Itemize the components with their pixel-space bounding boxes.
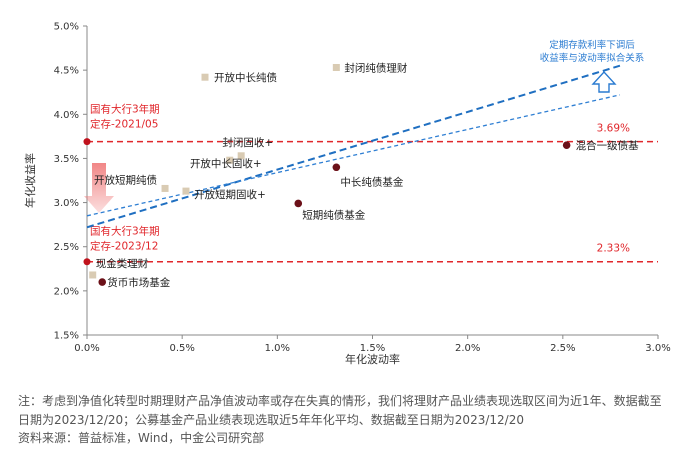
point-marker xyxy=(161,184,169,192)
point-label: 封闭纯债理财 xyxy=(344,61,407,74)
trendline-2 xyxy=(86,94,621,217)
reference-note: 定存-2021/05 xyxy=(90,118,158,131)
reference-point-2 xyxy=(83,258,91,266)
point-label: 货币市场基金 xyxy=(107,276,170,289)
y-tick-label: 3.0% xyxy=(54,198,79,209)
scatter-chart: 1.5% 2.0% 2.5% 3.0% 3.5% 4.0% 4.5% 5.0% 0.0% 0.5%… xyxy=(23,22,671,367)
reference-note: 定存-2023/12 xyxy=(90,240,158,253)
point-marker xyxy=(89,271,97,279)
chart-footer: 注：考虑到净值化转型时期理财产品净值波动率或存在失真的情形，我们将理财产品业绩表… xyxy=(18,392,688,448)
point-label: 混合一级债基 xyxy=(576,139,639,152)
x-tick-label: 1.5% xyxy=(360,343,385,354)
trendline-1 xyxy=(86,64,621,229)
y-tick-label: 2.5% xyxy=(54,242,79,253)
reference-note: 国有大行3年期 xyxy=(90,103,160,116)
x-tick-label: 2.5% xyxy=(550,343,575,354)
point-marker xyxy=(332,63,340,71)
x-tick-label: 0.5% xyxy=(169,343,194,354)
footer-source: 资料来源：普益标准，Wind，中金公司研究部 xyxy=(18,431,265,445)
reference-point-1 xyxy=(83,138,91,146)
point-marker xyxy=(182,187,190,195)
point-marker xyxy=(226,156,234,164)
point-label: 中长纯债基金 xyxy=(340,175,403,188)
x-tick-label: 2.0% xyxy=(455,343,480,354)
reference-value-label: 3.69% xyxy=(597,123,630,135)
trend-annotation: 定期存款利率下调后 xyxy=(549,39,635,51)
y-tick-label: 4.0% xyxy=(54,110,79,121)
point-label: 开放中长固收+ xyxy=(190,157,262,170)
point-marker xyxy=(98,278,107,286)
reference-note: 国有大行3年期 xyxy=(90,225,160,238)
y-tick-label: 1.5% xyxy=(54,331,79,342)
y-tick-label: 5.0% xyxy=(54,22,79,33)
up-arrow-icon xyxy=(591,70,617,93)
point-label: 现金类理财 xyxy=(96,257,148,270)
x-axis-label: 年化波动率 xyxy=(345,352,400,366)
x-tick-label: 0.0% xyxy=(74,343,99,354)
x-tick-label: 3.0% xyxy=(645,343,670,354)
point-marker xyxy=(562,141,571,149)
chart-area: 1.5% 2.0% 2.5% 3.0% 3.5% 4.0% 4.5% 5.0% 0.0% 0.5%… xyxy=(23,22,671,367)
y-axis-label: 年化收益率 xyxy=(23,153,37,208)
point-marker xyxy=(201,73,209,81)
point-marker xyxy=(237,152,245,160)
point-label: 封闭固收+ xyxy=(222,136,273,149)
down-arrow-icon xyxy=(84,163,114,213)
point-label: 开放中长纯债 xyxy=(214,71,277,84)
trend-annotation: 收益率与波动率拟合关系 xyxy=(540,52,645,64)
footer-note-line1: 注：考虑到净值化转型时期理财产品净值波动率或存在失真的情形，我们将理财产品业绩表… xyxy=(18,394,662,408)
reference-value-label: 2.33% xyxy=(597,243,630,255)
point-label: 开放短期纯债 xyxy=(94,173,157,186)
x-tick-label: 1.0% xyxy=(265,343,290,354)
point-marker xyxy=(332,163,341,172)
y-tick-label: 2.0% xyxy=(54,286,79,297)
y-tick-label: 3.5% xyxy=(54,154,79,165)
point-label: 开放短期固收+ xyxy=(194,188,266,201)
point-marker xyxy=(294,199,303,208)
point-label: 短期纯债基金 xyxy=(302,208,365,221)
y-tick-label: 4.5% xyxy=(54,66,79,77)
footer-note-line2: 日期为2023/12/20；公募基金产品业绩表现选取近5年年化平均、数据截至日期… xyxy=(18,412,524,427)
